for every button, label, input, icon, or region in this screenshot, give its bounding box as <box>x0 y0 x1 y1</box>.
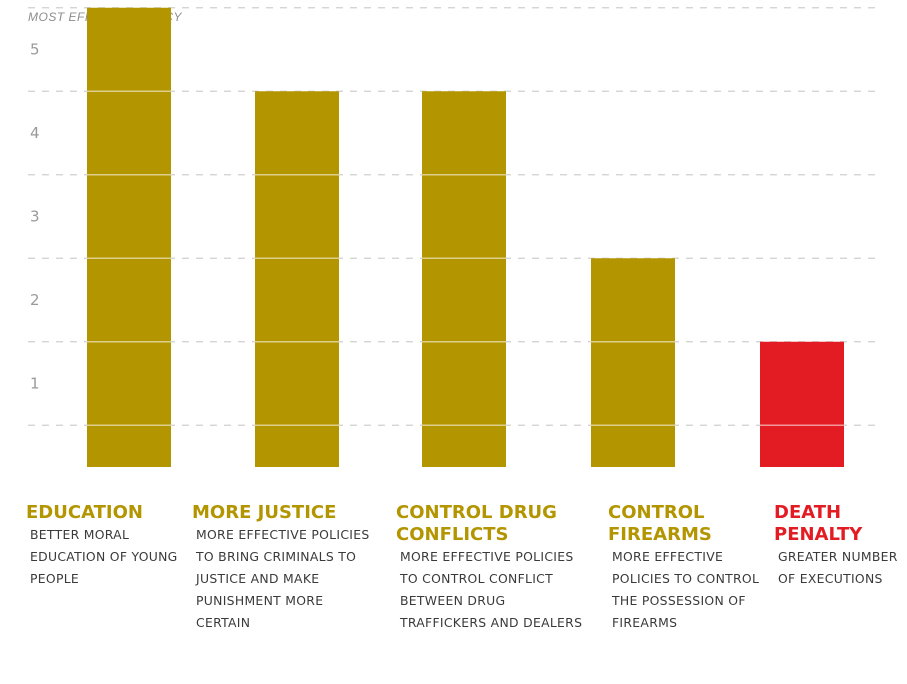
category-label-block: MORE JUSTICE MORE EFFECTIVE POLICIES TO … <box>192 502 374 634</box>
bar <box>591 258 675 467</box>
category-description: MORE EFFECTIVE POLICIES TO CONTROL THE P… <box>612 549 760 630</box>
category-label-block: CONTROL DRUG CONFLICTS MORE EFFECTIVE PO… <box>396 502 590 634</box>
category-description: GREATER NUMBER OF EXECUTIONS <box>778 549 898 586</box>
category-title: DEATH PENALTY <box>774 502 863 545</box>
bar-chart: 1 2 3 4 5 <box>28 7 880 467</box>
category-description: MORE EFFECTIVE POLICIES TO BRING CRIMINA… <box>196 527 370 630</box>
bar <box>422 91 506 467</box>
y-axis-ticks: 1 2 3 4 5 <box>30 41 40 393</box>
category-title: CONTROL FIREARMS <box>608 502 712 545</box>
category-title: MORE JUSTICE <box>192 502 337 523</box>
category-title: CONTROL DRUG CONFLICTS <box>396 502 557 545</box>
bar <box>87 7 171 467</box>
bar-separators <box>87 90 844 426</box>
category-description: BETTER MORAL EDUCATION OF YOUNG PEOPLE <box>30 527 178 586</box>
category-label-block: DEATH PENALTY GREATER NUMBER OF EXECUTIO… <box>774 502 900 590</box>
category-label-block: EDUCATION BETTER MORAL EDUCATION OF YOUN… <box>26 502 200 590</box>
category-description: MORE EFFECTIVE POLICIES TO CONTROL CONFL… <box>400 549 583 630</box>
y-tick-label: 1 <box>30 375 40 393</box>
y-tick-label: 5 <box>30 41 40 59</box>
bar <box>255 91 339 467</box>
y-tick-label: 2 <box>30 291 40 309</box>
bars <box>87 7 844 467</box>
bar <box>760 341 844 467</box>
y-tick-label: 3 <box>30 208 40 226</box>
category-label-block: CONTROL FIREARMS MORE EFFECTIVE POLICIES… <box>608 502 772 634</box>
y-tick-label: 4 <box>30 124 40 142</box>
category-title: EDUCATION <box>26 502 143 523</box>
